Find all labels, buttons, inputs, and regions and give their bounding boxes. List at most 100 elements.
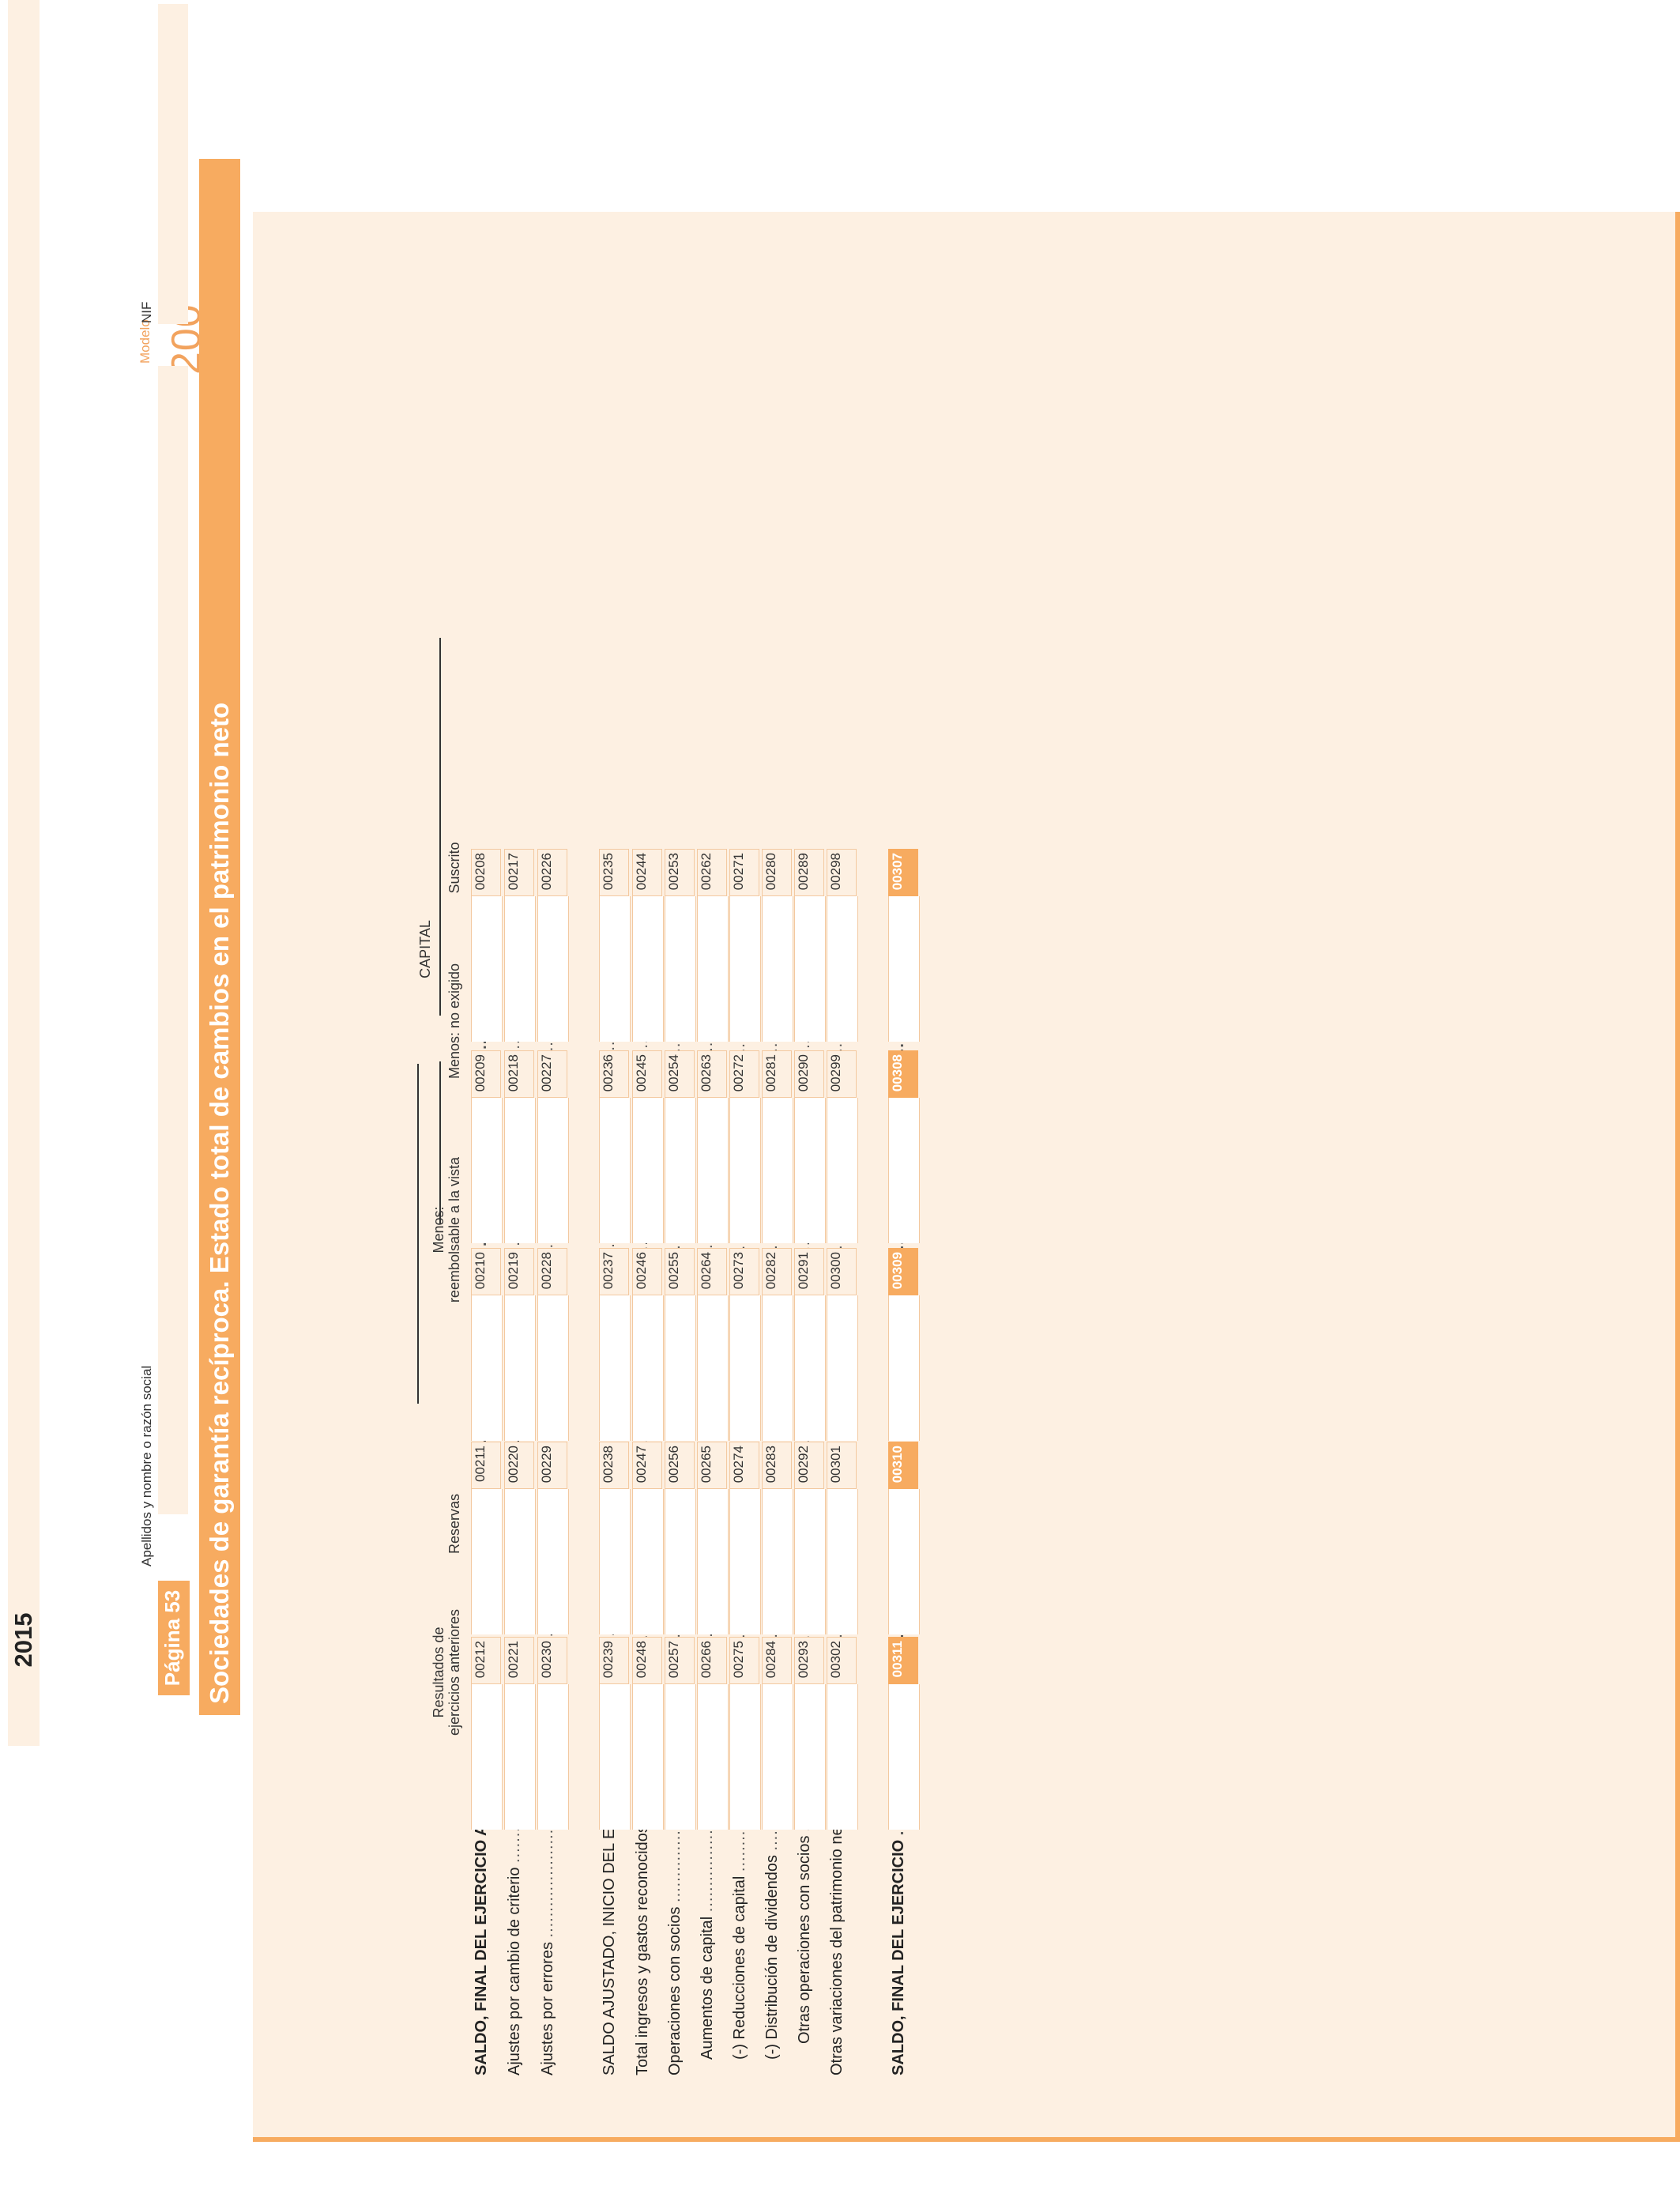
amount-input[interactable] [537, 896, 569, 1042]
row-label-text: Ajustes por cambio de criterio [506, 1862, 523, 2075]
box-code: 00248 [632, 1637, 662, 1684]
amount-input[interactable] [632, 1098, 664, 1243]
box-code: 00208 [471, 849, 501, 896]
amount-input[interactable] [762, 1295, 793, 1441]
col-reembolsable: reembolsable a la vista [446, 1156, 462, 1303]
row-label-text: Ajustes por errores [539, 1937, 556, 2075]
box-code: 00273 [729, 1248, 759, 1295]
amount-input[interactable] [632, 1295, 664, 1441]
box-code: 00284 [762, 1637, 792, 1684]
amount-input[interactable] [665, 1098, 696, 1243]
amount-input[interactable] [729, 1489, 761, 1634]
amount-input[interactable] [665, 1684, 696, 1830]
amount-input[interactable] [632, 896, 664, 1042]
amount-input[interactable] [471, 896, 503, 1042]
box-code: 00219 [504, 1248, 534, 1295]
amount-input[interactable] [471, 1684, 503, 1830]
nif-field[interactable] [158, 4, 188, 324]
row-label-text: (-) Reducciones de capital [731, 1872, 748, 2060]
amount-input[interactable] [632, 1489, 664, 1634]
amount-input[interactable] [794, 1684, 826, 1830]
box-code: 00229 [537, 1442, 567, 1489]
box-code: 00283 [762, 1442, 792, 1489]
amount-input[interactable] [794, 1295, 826, 1441]
amount-input[interactable] [827, 1295, 858, 1441]
amount-input[interactable] [697, 1489, 729, 1634]
amount-input[interactable] [537, 1295, 569, 1441]
box-code: 00237 [599, 1248, 629, 1295]
amount-input[interactable] [537, 1684, 569, 1830]
amount-input[interactable] [471, 1098, 503, 1243]
box-code: 00211 [471, 1442, 501, 1489]
box-code: 00282 [762, 1248, 792, 1295]
box-code: 00218 [504, 1050, 534, 1098]
box-code: 00290 [794, 1050, 824, 1098]
box-code: 00227 [537, 1050, 567, 1098]
amount-input[interactable] [888, 1295, 920, 1441]
amount-input[interactable] [599, 1295, 631, 1441]
amount-input[interactable] [537, 1098, 569, 1243]
amount-input[interactable] [504, 1489, 536, 1634]
box-code: 00310 [888, 1442, 918, 1489]
box-code: 00236 [599, 1050, 629, 1098]
amount-input[interactable] [471, 1489, 503, 1634]
amount-input[interactable] [762, 1489, 793, 1634]
box-code: 00256 [665, 1442, 695, 1489]
amount-input[interactable] [762, 1684, 793, 1830]
amount-input[interactable] [827, 1684, 858, 1830]
amount-input[interactable] [697, 896, 729, 1042]
amount-input[interactable] [697, 1098, 729, 1243]
col-resultados-2: ejercicios anteriores [446, 1608, 462, 1736]
box-code: 00281 [762, 1050, 792, 1098]
amount-input[interactable] [794, 1098, 826, 1243]
amount-input[interactable] [599, 1098, 631, 1243]
amount-input[interactable] [599, 1684, 631, 1830]
amount-input[interactable] [888, 1684, 920, 1830]
amount-input[interactable] [827, 896, 858, 1042]
amount-input[interactable] [471, 1295, 503, 1441]
amount-input[interactable] [537, 1489, 569, 1634]
amount-input[interactable] [599, 896, 631, 1042]
amount-input[interactable] [504, 1684, 536, 1830]
box-code: 00257 [665, 1637, 695, 1684]
box-code: 00212 [471, 1637, 501, 1684]
amount-input[interactable] [504, 1295, 536, 1441]
amount-input[interactable] [827, 1489, 858, 1634]
amount-input[interactable] [794, 1489, 826, 1634]
razon-field[interactable] [158, 366, 188, 1514]
row-label-text: Operaciones con socios [666, 1902, 684, 2075]
amount-input[interactable] [665, 1295, 696, 1441]
row-label-text: Aumentos de capital [699, 1912, 716, 2060]
amount-input[interactable] [729, 1684, 761, 1830]
amount-input[interactable] [599, 1489, 631, 1634]
amount-input[interactable] [504, 1098, 536, 1243]
amount-input[interactable] [888, 1489, 920, 1634]
page-number: Página 53 [158, 1581, 190, 1695]
box-code: 00274 [729, 1442, 759, 1489]
amount-input[interactable] [697, 1684, 729, 1830]
amount-input[interactable] [632, 1684, 664, 1830]
box-code: 00301 [827, 1442, 857, 1489]
box-code: 00254 [665, 1050, 695, 1098]
amount-input[interactable] [729, 896, 761, 1042]
box-code: 00302 [827, 1637, 857, 1684]
amount-input[interactable] [729, 1295, 761, 1441]
amount-input[interactable] [697, 1295, 729, 1441]
amount-input[interactable] [729, 1098, 761, 1243]
box-code: 00292 [794, 1442, 824, 1489]
amount-input[interactable] [762, 1098, 793, 1243]
amount-input[interactable] [504, 896, 536, 1042]
amount-input[interactable] [665, 896, 696, 1042]
amount-input[interactable] [665, 1489, 696, 1634]
box-code: 00226 [537, 849, 567, 896]
amount-input[interactable] [762, 896, 793, 1042]
box-code: 00265 [697, 1442, 727, 1489]
amount-input[interactable] [888, 1098, 920, 1243]
amount-input[interactable] [827, 1098, 858, 1243]
amount-input[interactable] [888, 896, 920, 1042]
box-code: 00300 [827, 1248, 857, 1295]
box-code: 00228 [537, 1248, 567, 1295]
form-panel [253, 212, 1680, 2142]
amount-input[interactable] [794, 896, 826, 1042]
row-label-text: Total ingresos y gastos reconocidos [634, 1820, 651, 2075]
